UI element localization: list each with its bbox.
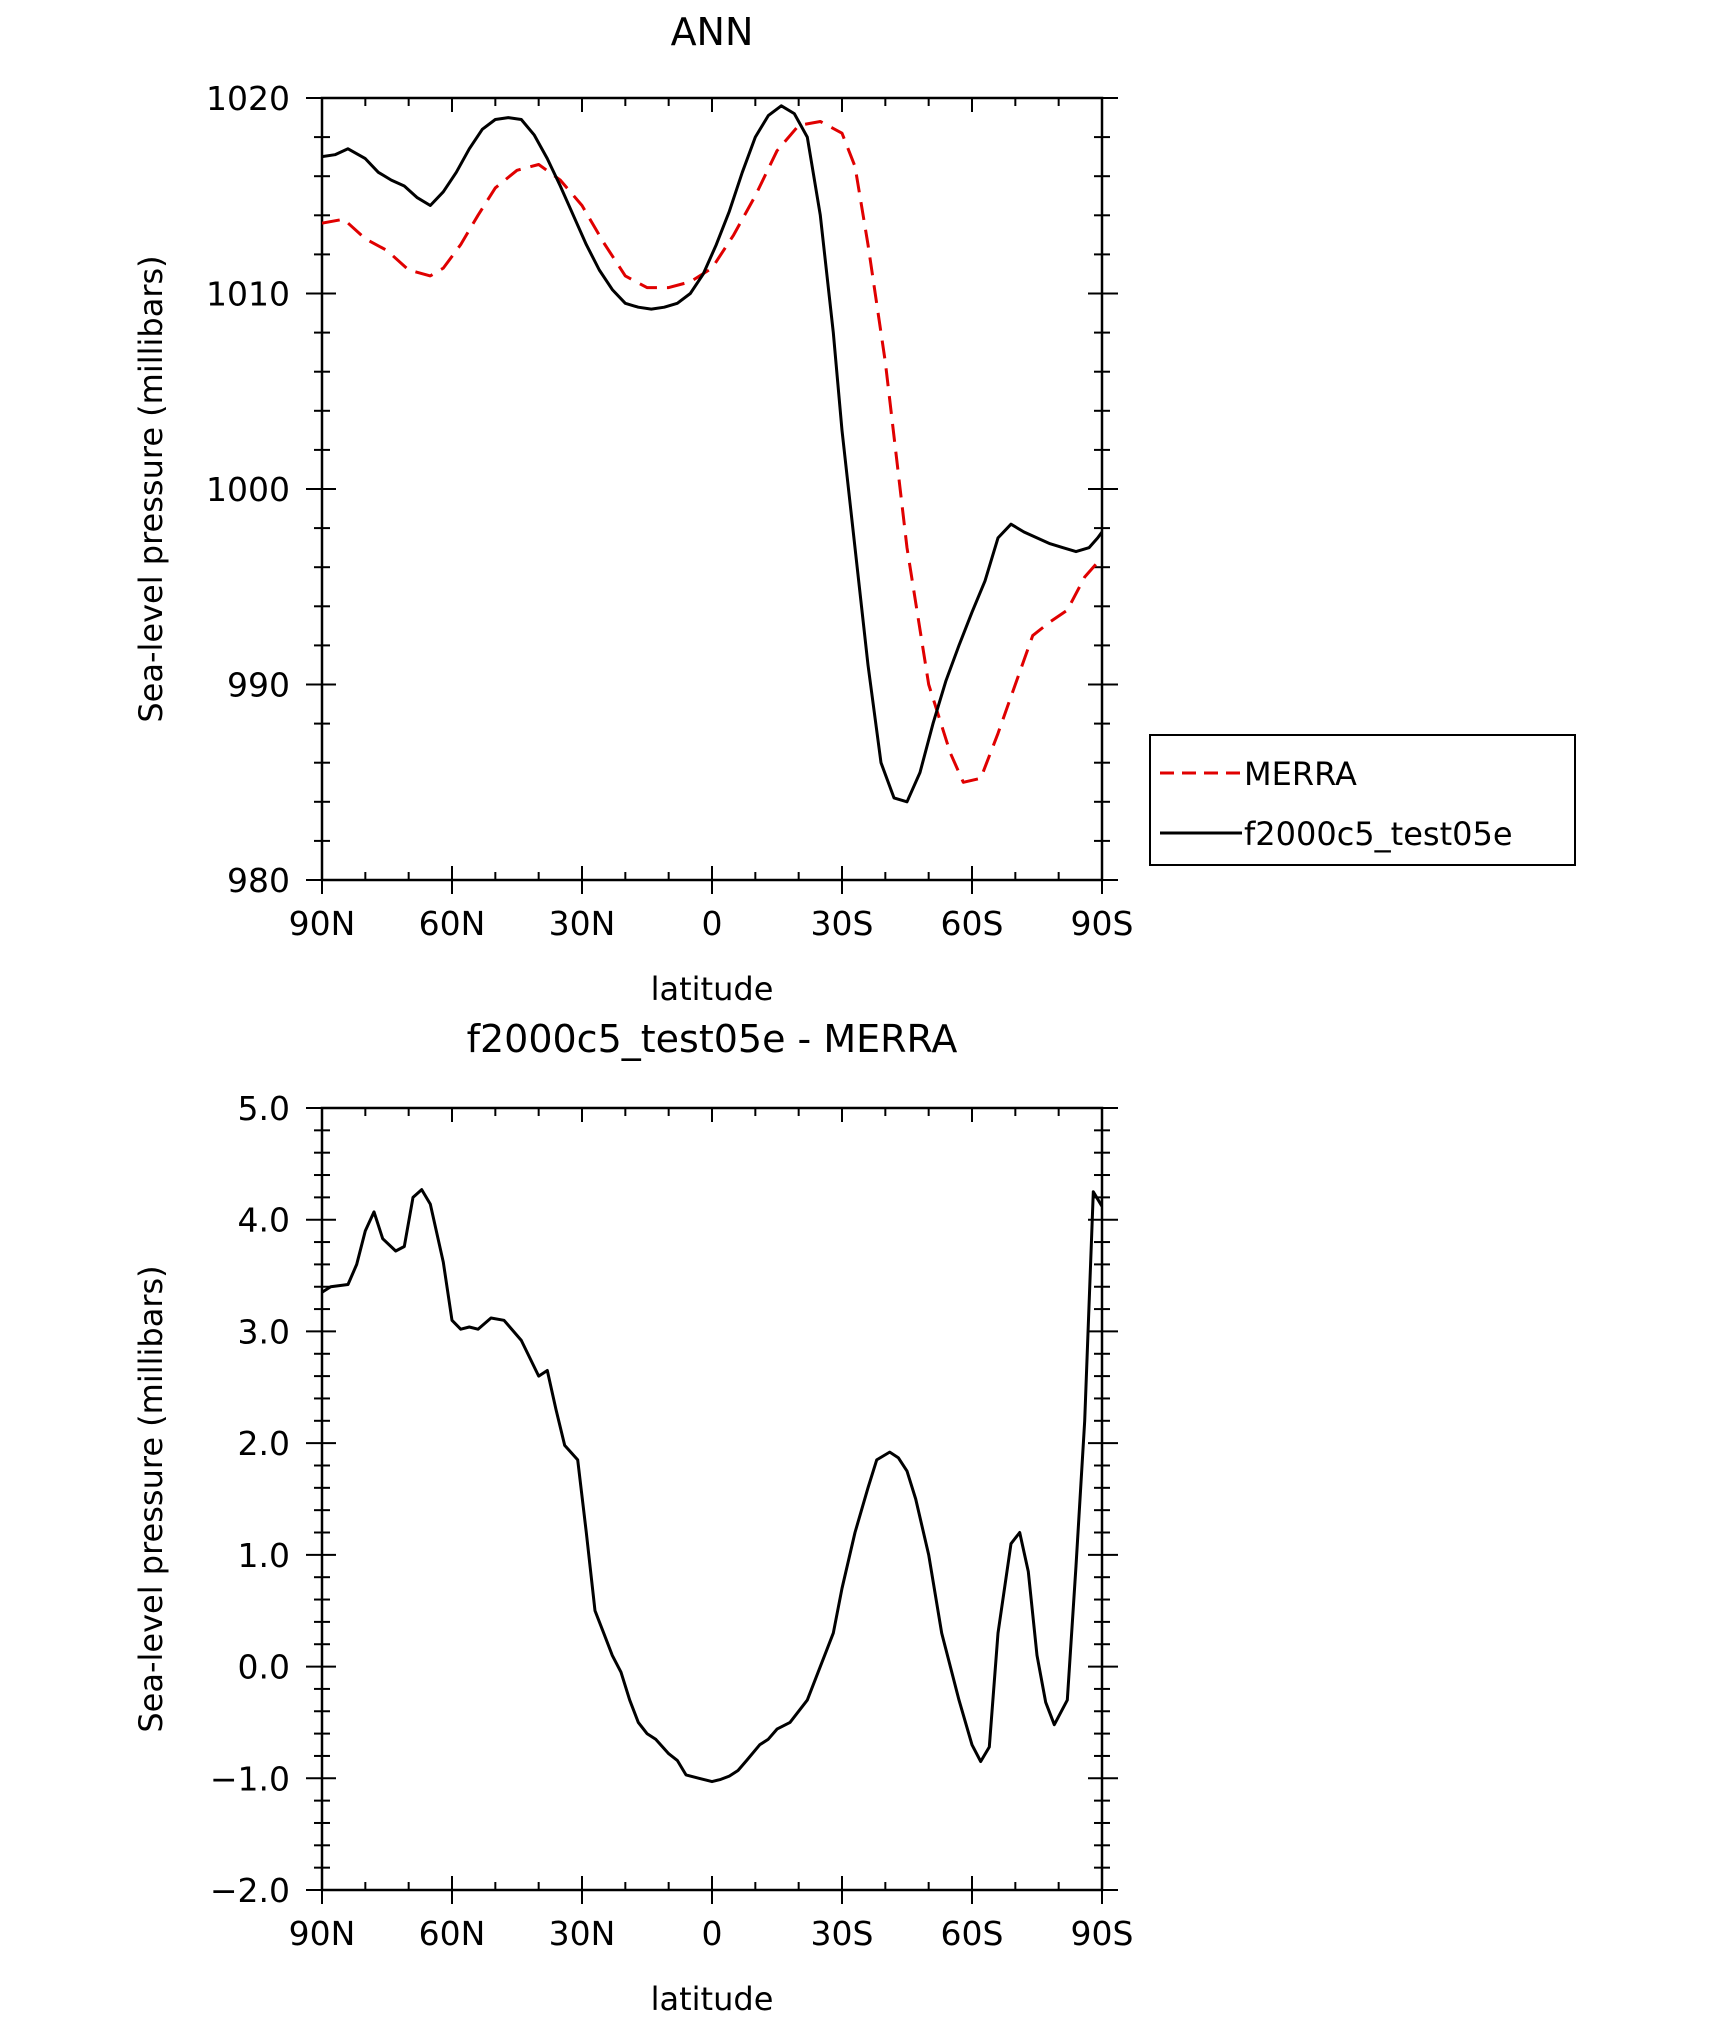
y-tick-label: 1.0: [238, 1536, 290, 1575]
y-tick-label: 990: [227, 666, 290, 705]
y-tick-label: 1000: [206, 470, 290, 509]
x-tick-label: 90N: [289, 1914, 356, 1953]
x-tick-label: 30N: [549, 1914, 616, 1953]
legend-box: [1149, 734, 1576, 866]
chart-ann: ANN 90N 60N 30N 0 30S 60S 90S 980 990 1000 1010 1020…: [132, 10, 1576, 1008]
x-axis-label: latitude: [651, 1980, 774, 2018]
legend: MERRA f2000c5_test05e: [1149, 734, 1576, 866]
x-tick-label: 60S: [941, 904, 1004, 943]
x-tick-label: 90N: [289, 904, 356, 943]
y-tick-label: 1010: [206, 275, 290, 314]
legend-entry-label: MERRA: [1244, 755, 1357, 793]
y-axis-label: Sea-level pressure (millibars): [132, 1265, 170, 1732]
y-tick-label: 3.0: [238, 1312, 290, 1351]
chart-title: f2000c5_test05e - MERRA: [467, 1017, 958, 1061]
y-axis-label: Sea-level pressure (millibars): [132, 255, 170, 722]
x-tick-label: 90S: [1071, 1914, 1134, 1953]
legend-entry-label: f2000c5_test05e: [1244, 815, 1513, 853]
y-tick-label: 1020: [206, 79, 290, 118]
y-tick-label: 980: [227, 861, 290, 900]
x-tick-label: 90S: [1071, 904, 1134, 943]
x-tick-label: 0: [702, 904, 723, 943]
plot-frame: [320, 1106, 1104, 1892]
y-tick-label: 2.0: [238, 1424, 290, 1463]
chart-title: ANN: [671, 10, 754, 54]
y-tick-label: −2.0: [210, 1871, 290, 1910]
series-line-f2000c5-test05e: [322, 104, 1102, 804]
y-tick-label: −1.0: [210, 1759, 290, 1798]
y-tick-label: 5.0: [238, 1089, 290, 1128]
x-tick-label: 60N: [419, 904, 486, 943]
series-line-1-0: [322, 1188, 1102, 1784]
x-tick-label: 30N: [549, 904, 616, 943]
x-tick-label: 30S: [811, 1914, 874, 1953]
x-axis-label: latitude: [651, 970, 774, 1008]
plot-frame: [320, 96, 1104, 882]
chart-difference: f2000c5_test05e - MERRA 90N 60N 30N 0 30S 60S 9…: [132, 1017, 1133, 2018]
x-tick-label: 60N: [419, 1914, 486, 1953]
y-tick-label: 0.0: [238, 1648, 290, 1687]
series-line-merra: [322, 120, 1102, 784]
x-tick-label: 30S: [811, 904, 874, 943]
y-tick-label: 4.0: [238, 1201, 290, 1240]
x-tick-label: 0: [702, 1914, 723, 1953]
x-tick-label: 60S: [941, 1914, 1004, 1953]
